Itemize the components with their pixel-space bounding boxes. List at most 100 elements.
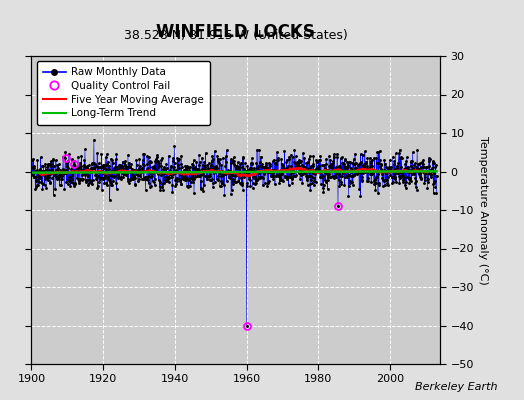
Point [67, 178, 75, 185]
Point [78, 171, 86, 178]
Point [302, 160, 311, 166]
Point [373, 174, 381, 180]
Point [370, 180, 378, 187]
Point [279, 166, 288, 172]
Point [359, 170, 367, 176]
Point [280, 148, 289, 154]
Point [189, 164, 198, 171]
Point [181, 165, 190, 171]
Point [250, 175, 258, 181]
Point [91, 164, 99, 170]
Point [194, 172, 203, 179]
Point [334, 203, 342, 209]
Point [46, 179, 54, 185]
Point [138, 157, 147, 163]
Point [110, 165, 118, 172]
Point [410, 167, 418, 174]
Point [403, 174, 411, 181]
Point [432, 173, 441, 179]
Point [75, 163, 84, 169]
Point [88, 160, 96, 167]
Point [60, 167, 68, 174]
Point [402, 178, 411, 185]
Point [171, 177, 179, 184]
Point [125, 159, 133, 166]
Point [244, 170, 252, 177]
Point [254, 163, 263, 169]
Point [213, 158, 222, 164]
Point [195, 151, 203, 158]
Point [41, 166, 50, 173]
Point [30, 174, 38, 180]
Point [129, 167, 137, 174]
Point [182, 162, 191, 169]
Point [394, 160, 402, 166]
Point [333, 150, 341, 157]
Point [341, 157, 349, 163]
Point [227, 191, 235, 198]
Point [369, 167, 377, 174]
Point [127, 161, 135, 167]
Point [375, 160, 384, 166]
Point [290, 169, 298, 175]
Point [309, 163, 317, 170]
Point [320, 182, 328, 188]
Point [173, 169, 182, 176]
Point [80, 157, 89, 163]
Point [167, 174, 176, 180]
Point [245, 173, 253, 180]
Point [352, 160, 360, 166]
Point [165, 175, 173, 181]
Point [155, 163, 163, 170]
Point [250, 174, 259, 180]
Point [300, 169, 309, 176]
Point [142, 176, 150, 182]
Point [79, 170, 87, 176]
Point [428, 167, 436, 173]
Point [324, 174, 332, 181]
Point [233, 172, 242, 178]
Point [94, 164, 102, 170]
Point [329, 173, 337, 180]
Point [150, 182, 159, 188]
Point [113, 167, 122, 173]
Legend: Raw Monthly Data, Quality Control Fail, Five Year Moving Average, Long-Term Tren: Raw Monthly Data, Quality Control Fail, … [37, 61, 210, 125]
Point [344, 162, 352, 168]
Point [337, 179, 345, 185]
Point [197, 185, 205, 191]
Point [210, 169, 218, 176]
Point [29, 156, 37, 162]
Point [101, 154, 110, 161]
Point [379, 169, 387, 176]
Point [258, 174, 266, 180]
Point [229, 175, 237, 182]
Point [233, 163, 241, 169]
Point [159, 166, 167, 172]
Point [150, 158, 159, 165]
Point [43, 164, 51, 171]
Point [313, 159, 321, 166]
Point [175, 164, 183, 171]
Point [238, 180, 247, 186]
Point [69, 158, 78, 165]
Point [209, 180, 217, 186]
Point [360, 167, 368, 174]
Point [217, 162, 226, 168]
Point [176, 178, 184, 184]
Point [344, 192, 353, 199]
Point [354, 162, 362, 169]
Point [343, 164, 352, 170]
Point [315, 162, 323, 169]
Point [384, 174, 392, 180]
Point [74, 179, 83, 186]
Point [416, 174, 424, 180]
Point [71, 163, 79, 169]
Point [278, 160, 286, 167]
Point [218, 180, 226, 186]
Point [275, 173, 283, 180]
Point [207, 177, 215, 183]
Point [53, 174, 62, 180]
Point [144, 177, 152, 183]
Point [173, 155, 181, 161]
Point [212, 165, 220, 171]
